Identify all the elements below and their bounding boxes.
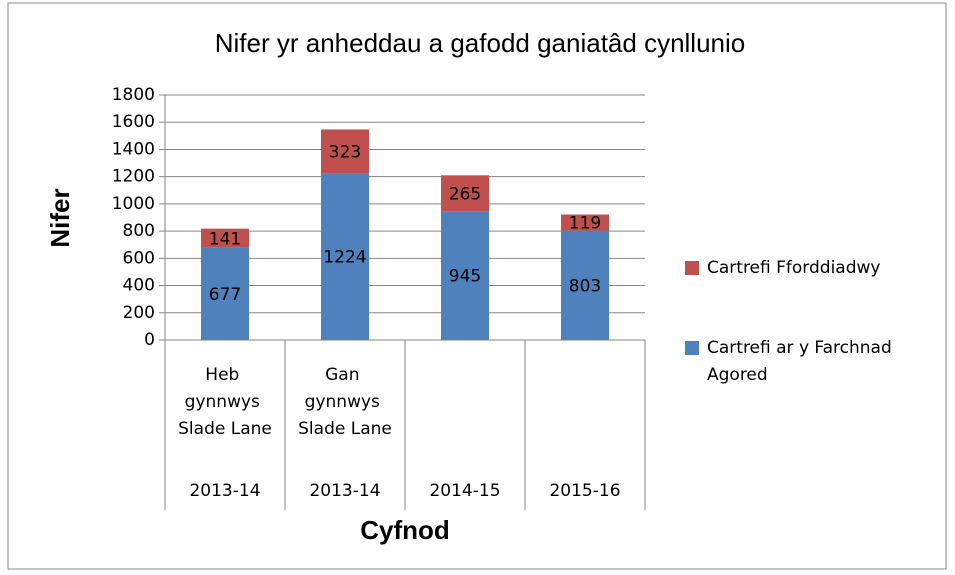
y-tick-label: 1600 [112,112,155,132]
x-group-label: Gan gynnwys Slade Lane [298,365,392,439]
y-tick-label: 800 [123,221,155,241]
x-tick-label: 2013-14 [309,481,380,501]
bar-segment [321,129,369,174]
x-tick-label: 2015-16 [549,481,620,501]
x-axis-title: Cyfnod [360,515,450,545]
data-label: 803 [569,276,601,296]
data-label: 119 [569,214,601,234]
data-label: 1224 [323,248,366,268]
x-tick-label: 2014-15 [429,481,500,501]
data-label: 323 [329,142,361,162]
data-label: 945 [449,267,481,287]
data-label: 141 [209,229,241,249]
y-tick-label: 1000 [112,194,155,214]
data-label: 677 [209,285,241,305]
bar-segment [441,175,489,212]
y-tick-label: 400 [123,276,155,296]
y-tick-label: 1200 [112,167,155,187]
data-label: 265 [449,184,481,204]
y-tick-label: 600 [123,248,155,268]
bar-segment [441,211,489,340]
y-tick-label: 200 [123,303,155,323]
y-tick-label: 1800 [112,85,155,105]
legend-label: Cartrefi ar y Farchnad Agored [707,338,897,385]
legend-swatch [685,261,699,275]
y-tick-label: 0 [144,330,155,350]
bar-segment [201,247,249,340]
chart-title: Nifer yr anheddau a gafodd ganiatâd cynl… [215,28,746,58]
bar-segment [561,230,609,340]
bar-segment [561,214,609,231]
bar-segment [201,228,249,248]
bar-segment [321,173,369,340]
x-tick-label: 2013-14 [189,481,260,501]
legend-label: Cartrefi Fforddiadwy [707,258,880,278]
x-group-label: Heb gynnwys Slade Lane [178,365,272,439]
y-tick-label: 1400 [112,139,155,159]
y-axis-title: Nifer [45,188,75,247]
legend-swatch [685,341,699,355]
